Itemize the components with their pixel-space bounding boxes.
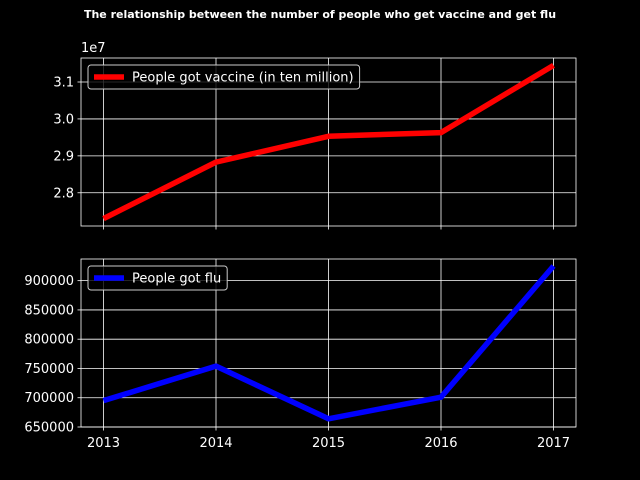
- y-tick-label: 850000: [24, 303, 74, 318]
- y-tick-label: 3.0: [53, 112, 74, 127]
- x-tick-label: 2016: [424, 436, 457, 451]
- x-tick-label: 2013: [87, 436, 120, 451]
- x-tick-label: 2014: [199, 436, 232, 451]
- y-tick-label: 800000: [24, 333, 74, 348]
- y-tick-label: 3.1: [53, 76, 74, 91]
- legend-flu: People got flu: [87, 265, 228, 291]
- y-offset-label: 1e7: [81, 41, 106, 56]
- chart-title: The relationship between the number of p…: [84, 8, 556, 21]
- y-tick-label: 650000: [24, 421, 74, 436]
- y-tick-label: 700000: [24, 391, 74, 406]
- vaccine-axes: 2.8 2.9 3.0 3.1 1e7 People got vaccine (in te…: [53, 41, 577, 230]
- flu-axes: 650000 700000 750000 800000 850000 900000 2013…: [24, 258, 577, 451]
- y-tick-label: 2.8: [53, 186, 74, 201]
- legend-box: [87, 64, 361, 90]
- legend-label: People got flu: [132, 272, 221, 287]
- y-tick-label: 900000: [24, 274, 74, 289]
- legend-vaccine: People got vaccine (in ten million): [87, 64, 361, 90]
- y-tick-label: 2.9: [53, 149, 74, 164]
- legend-label: People got vaccine (in ten million): [132, 71, 354, 86]
- x-tick-label: 2015: [312, 436, 345, 451]
- legend-box: [87, 265, 228, 291]
- y-tick-label: 750000: [24, 362, 74, 377]
- x-tick-label: 2017: [537, 436, 570, 451]
